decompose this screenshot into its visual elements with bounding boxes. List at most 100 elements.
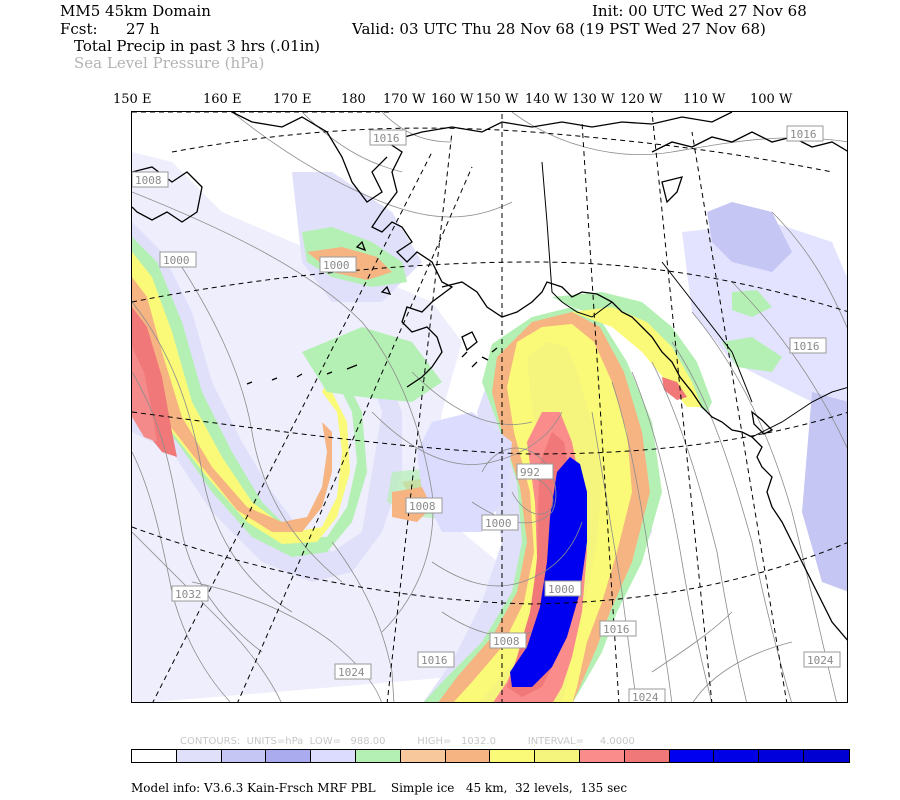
isobar-label: 1000 xyxy=(544,580,582,597)
isobar-line xyxy=(431,521,583,587)
isobar-line xyxy=(132,301,293,613)
fcst-value: 27 h xyxy=(126,20,160,38)
svg-text:1008: 1008 xyxy=(409,500,436,513)
longitude-label: 100 W xyxy=(750,92,793,107)
model-info: Model info: V3.6.3 Kain-Frsch MRF PBL Si… xyxy=(131,781,628,795)
map-svg: 1016 1016 1008 1000 1000 1016 992 1008 1000 1000 1… xyxy=(132,112,847,702)
field-slp-title: Sea Level Pressure (hPa) xyxy=(74,54,265,72)
isobar-line xyxy=(191,581,382,702)
longitude-label: 120 W xyxy=(620,92,663,107)
isobar-line xyxy=(371,411,563,465)
borders xyxy=(541,161,847,438)
precip-area-light xyxy=(707,202,792,272)
isobar-labels: 1016 1016 1008 1000 1000 1016 992 1008 1000 1000 1… xyxy=(132,125,841,702)
colorbar-cell xyxy=(803,750,849,762)
colorbar-cell xyxy=(445,750,491,762)
isobar-line xyxy=(691,311,837,702)
isobar-line xyxy=(331,541,395,702)
isobar-label: 1024 xyxy=(628,688,666,702)
colorbar-cell xyxy=(624,750,670,762)
coastline-canada-arctic xyxy=(651,131,847,153)
longitude-label: 170 E xyxy=(273,92,312,107)
coastline-russia xyxy=(231,112,388,203)
svg-text:1016: 1016 xyxy=(603,623,630,636)
longitude-line xyxy=(691,131,788,702)
svg-text:1000: 1000 xyxy=(485,517,512,530)
isobar-label: 1000 xyxy=(481,514,519,531)
latitude-line xyxy=(132,526,847,605)
precip-band-gulf-max xyxy=(510,457,587,687)
border-provinces xyxy=(661,261,753,403)
isobar-label: 1016 xyxy=(417,651,455,668)
colorbar xyxy=(131,749,850,763)
colorbar-cell xyxy=(490,750,536,762)
valid-time: Valid: 03 UTC Thu 28 Nov 68 (19 PST Wed … xyxy=(352,20,766,38)
longitude-label: 160 E xyxy=(203,92,242,107)
precip-band-west-light xyxy=(132,222,402,582)
precip-area-light xyxy=(132,152,532,702)
svg-text:992: 992 xyxy=(520,466,540,479)
isobar-label: 1008 xyxy=(489,632,527,649)
domain-title: MM5 45km Domain xyxy=(60,2,211,20)
svg-text:1000: 1000 xyxy=(548,583,575,596)
coastlines xyxy=(132,112,847,641)
coastline-islands xyxy=(355,240,392,295)
precip-fields xyxy=(132,152,847,702)
fcst-label: Fcst: xyxy=(60,20,98,38)
colorbar-cell xyxy=(579,750,625,762)
isobar-label: 1016 xyxy=(599,620,637,637)
isobar-line xyxy=(301,112,403,173)
coastline-alaska xyxy=(371,141,454,388)
isobar-line xyxy=(771,211,847,329)
coastline-hudson xyxy=(661,176,683,204)
isobar-line xyxy=(591,411,638,702)
colorbar-cell xyxy=(535,750,580,762)
longitude-label: 150 E xyxy=(113,92,152,107)
isobar-line xyxy=(651,611,733,673)
precip-band-west xyxy=(132,277,332,532)
isobar-line xyxy=(671,341,792,702)
longitude-line xyxy=(581,121,620,702)
colorbar-cell xyxy=(400,750,446,762)
colorbar-cell xyxy=(669,750,715,762)
longitude-line xyxy=(386,131,453,702)
isobar-line xyxy=(132,531,282,702)
coastline-islands xyxy=(461,347,498,368)
isobar-label: 1024 xyxy=(803,651,841,668)
graticule xyxy=(132,112,847,702)
longitude-line xyxy=(237,166,473,702)
isobar-line xyxy=(132,371,263,653)
precip-bering xyxy=(302,327,442,402)
colorbar-cell xyxy=(759,750,804,762)
isobar-label: 1000 xyxy=(319,256,357,273)
longitude-label: 170 W xyxy=(383,92,426,107)
isobar-line xyxy=(511,476,554,515)
isobar-line xyxy=(631,371,712,702)
colorbar-cell xyxy=(266,750,312,762)
isobars xyxy=(132,112,847,702)
longitude-label: 110 W xyxy=(683,92,726,107)
isobar-line xyxy=(692,641,793,702)
init-time: Init: 00 UTC Wed 27 Nov 68 xyxy=(592,2,807,20)
colorbar-cell xyxy=(132,750,177,762)
svg-text:1000: 1000 xyxy=(163,254,190,267)
svg-text:1024: 1024 xyxy=(338,666,365,679)
isobar-label: 1016 xyxy=(789,337,827,354)
precip-coastal xyxy=(662,377,687,400)
isobar-label: 1008 xyxy=(132,171,169,188)
isobar-label: 1024 xyxy=(334,663,372,680)
colorbar-cell xyxy=(176,750,222,762)
coastline-bc xyxy=(751,436,847,641)
isobar-line xyxy=(132,191,434,633)
coastline-kodiak xyxy=(461,331,478,352)
coastline-alaska-north xyxy=(386,112,733,143)
svg-text:1016: 1016 xyxy=(790,128,817,141)
svg-text:1016: 1016 xyxy=(421,654,448,667)
colorbar-cell xyxy=(355,750,401,762)
isobar-line xyxy=(411,371,533,425)
svg-text:1016: 1016 xyxy=(793,340,820,353)
coastline-islands xyxy=(246,364,358,385)
colorbar-cell xyxy=(221,750,267,762)
longitude-label: 150 W xyxy=(476,92,519,107)
contour-legend: CONTOURS: UNITS=hPa LOW= 988.00 HIGH= 10… xyxy=(180,736,635,747)
